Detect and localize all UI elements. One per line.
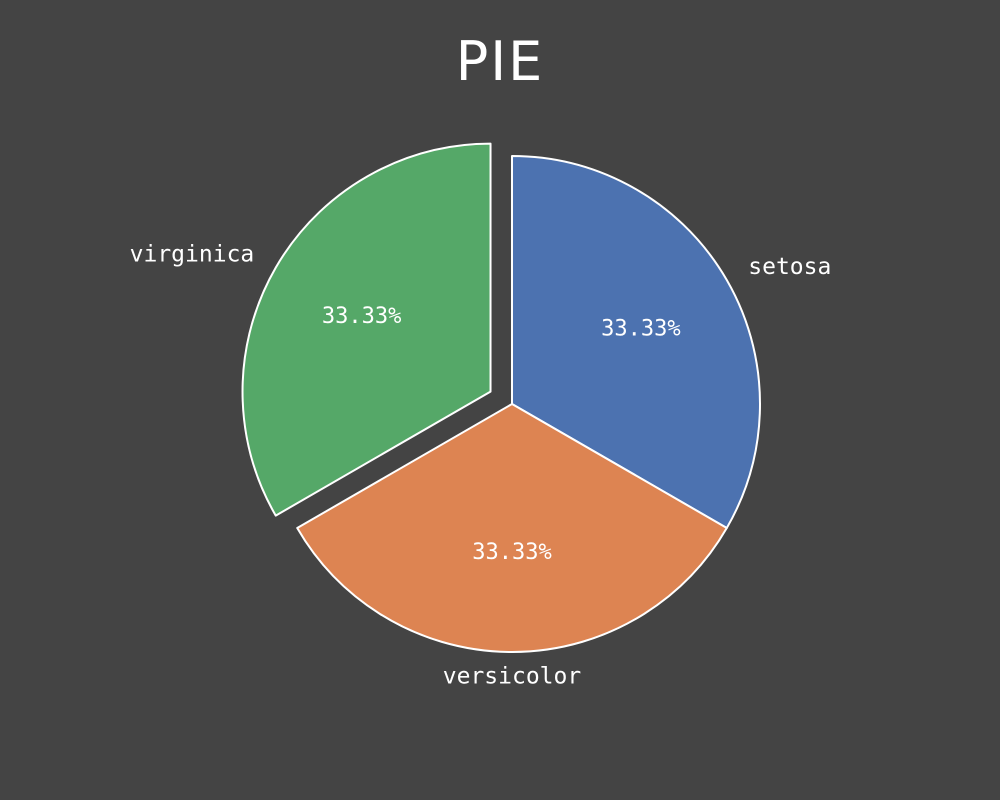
chart-title: PIE: [455, 30, 545, 93]
pie-slice-virginica: [241, 142, 492, 517]
pie-slice-setosa: [511, 155, 761, 529]
pct-label-virginica: 33.33%: [322, 304, 401, 329]
pie-slice-versicolor: [296, 403, 728, 653]
pct-label-versicolor: 33.33%: [472, 540, 551, 565]
slice-label-setosa: setosa: [748, 254, 831, 280]
slice-label-virginica: virginica: [130, 242, 255, 268]
slice-label-versicolor: versicolor: [443, 663, 581, 689]
pct-label-setosa: 33.33%: [601, 317, 680, 342]
